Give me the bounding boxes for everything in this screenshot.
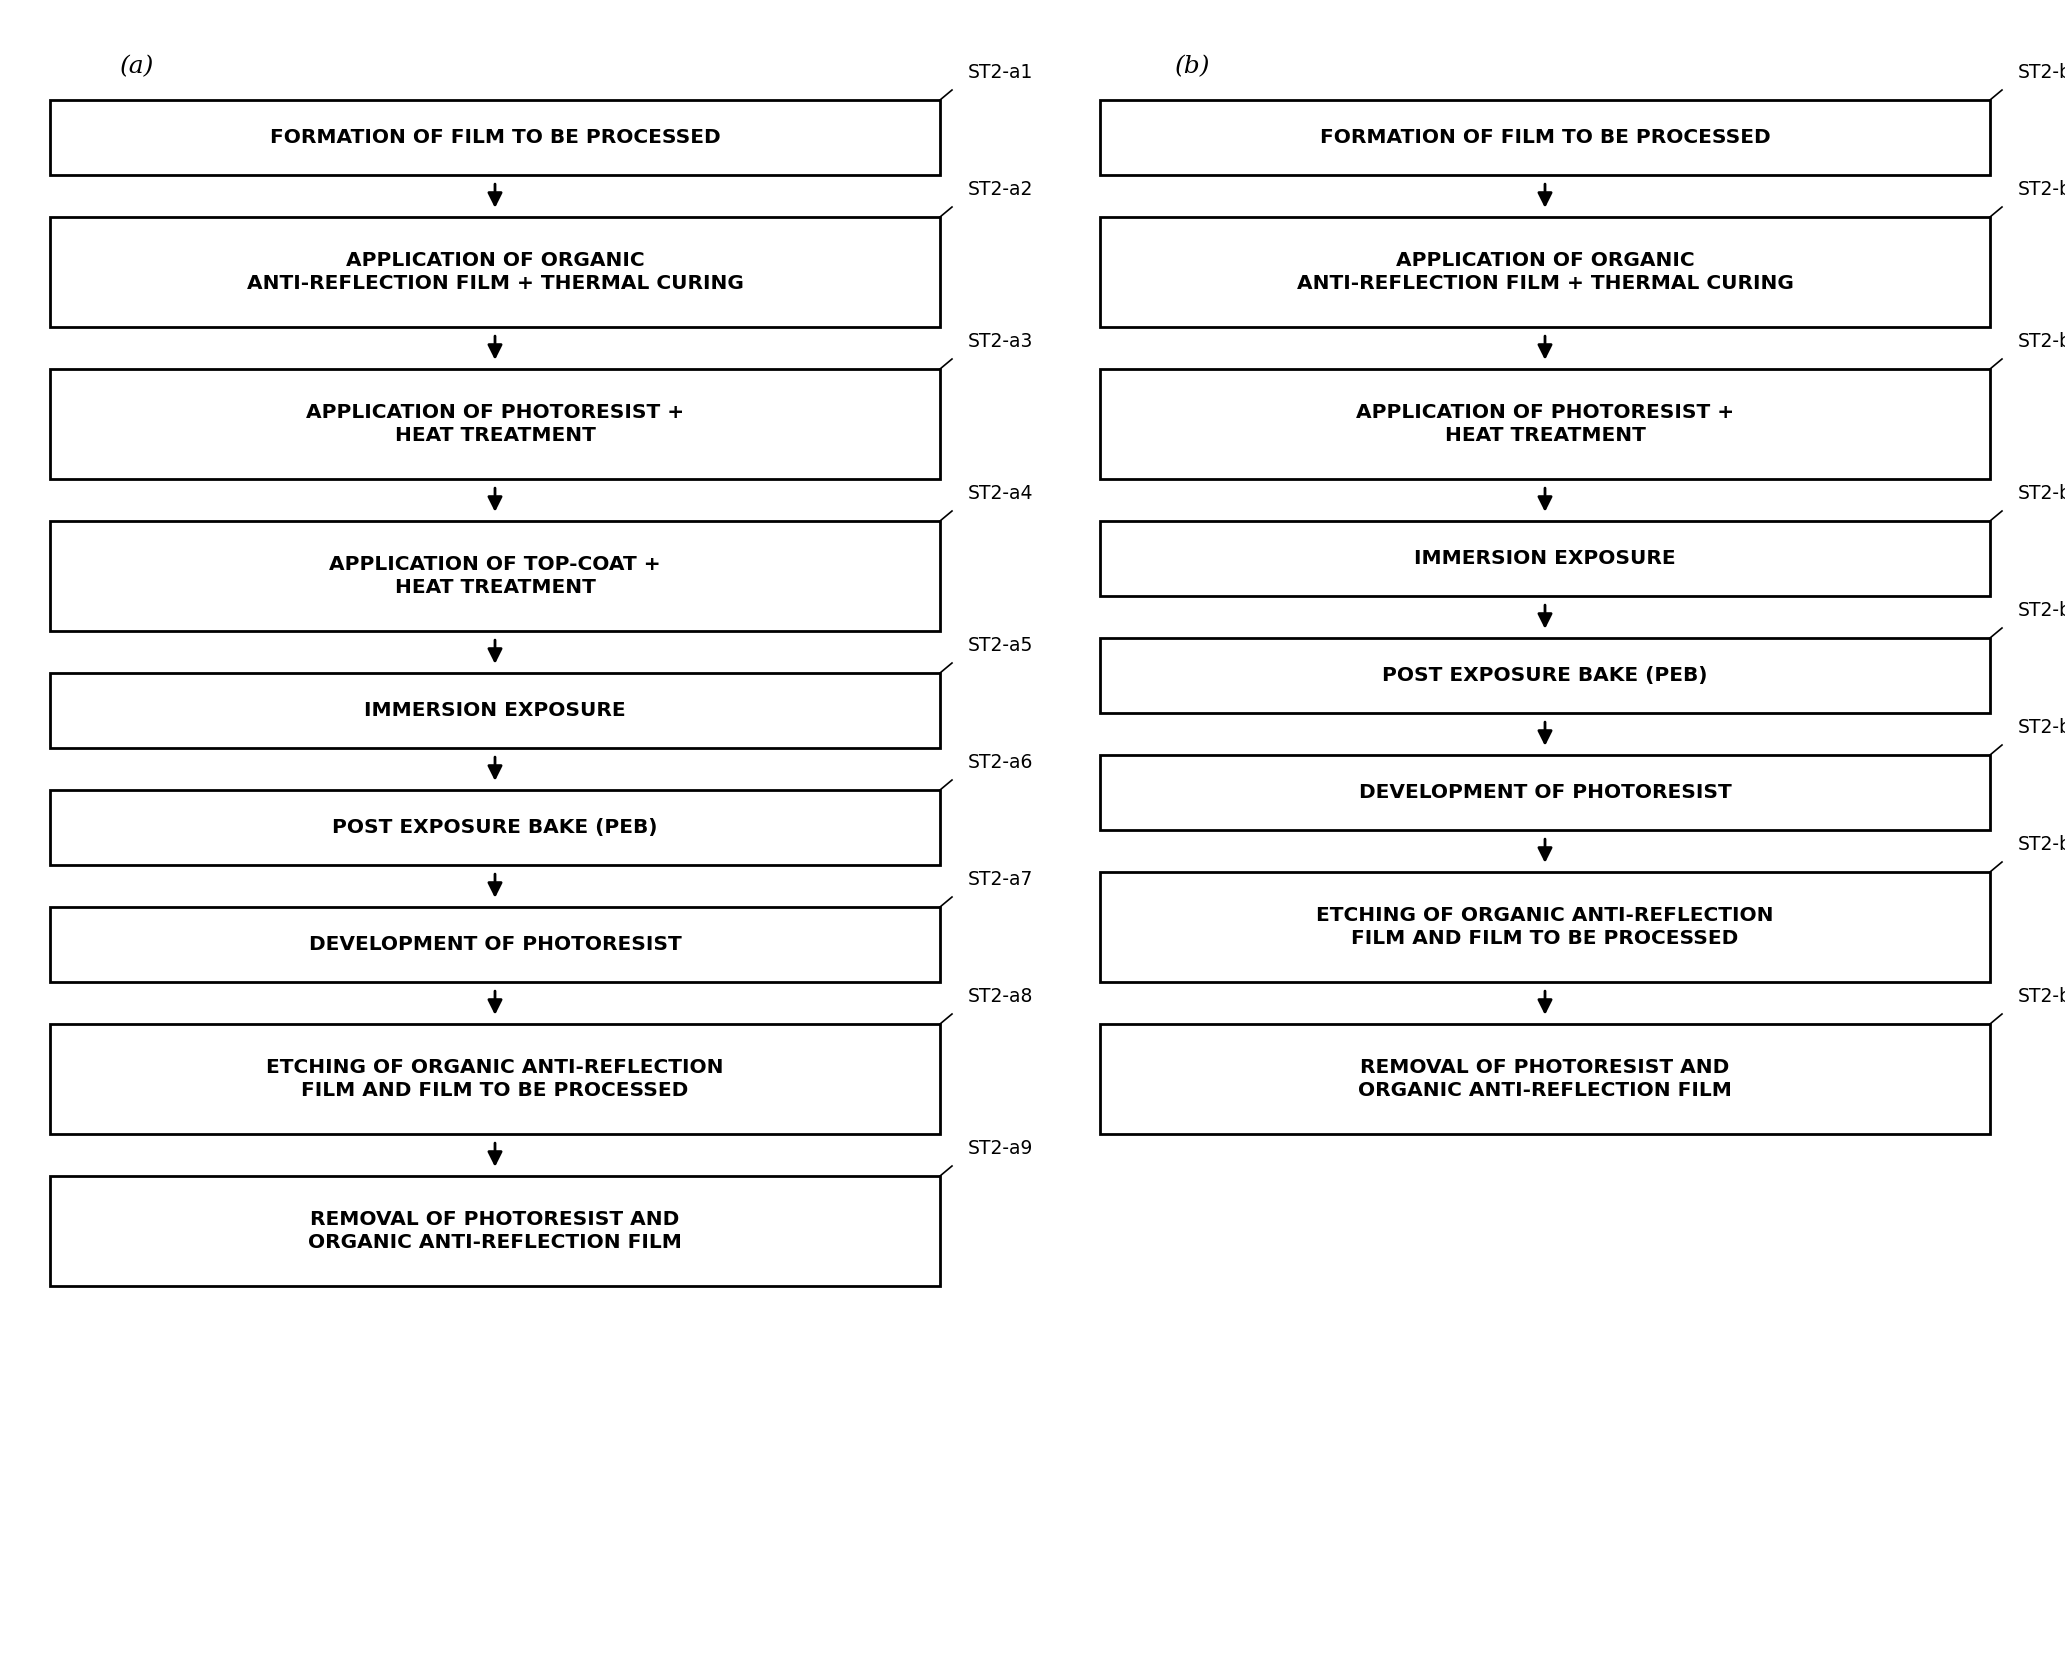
Bar: [50, 217, 940, 327]
Text: ST2-a7: ST2-a7: [968, 870, 1032, 890]
Text: IMMERSION EXPOSURE: IMMERSION EXPOSURE: [363, 701, 626, 720]
Bar: [50, 368, 940, 480]
Text: FORMATION OF FILM TO BE PROCESSED: FORMATION OF FILM TO BE PROCESSED: [271, 128, 721, 147]
Text: APPLICATION OF ORGANIC
ANTI-REFLECTION FILM + THERMAL CURING: APPLICATION OF ORGANIC ANTI-REFLECTION F…: [246, 252, 743, 293]
Bar: [1101, 755, 1991, 830]
Text: IMMERSION EXPOSURE: IMMERSION EXPOSURE: [1415, 550, 1677, 568]
Bar: [50, 673, 940, 748]
Text: DEVELOPMENT OF PHOTORESIST: DEVELOPMENT OF PHOTORESIST: [1359, 783, 1730, 801]
Text: ETCHING OF ORGANIC ANTI-REFLECTION
FILM AND FILM TO BE PROCESSED: ETCHING OF ORGANIC ANTI-REFLECTION FILM …: [1315, 906, 1774, 948]
Text: ST2-b5: ST2-b5: [2018, 601, 2065, 620]
Text: ST2-b8: ST2-b8: [2018, 986, 2065, 1006]
Bar: [1101, 1025, 1991, 1135]
Text: ST2-b4: ST2-b4: [2018, 485, 2065, 503]
Bar: [50, 521, 940, 631]
Text: ST2-b1: ST2-b1: [2018, 63, 2065, 82]
Text: ST2-b6: ST2-b6: [2018, 718, 2065, 736]
Bar: [1101, 368, 1991, 480]
Text: (a): (a): [120, 55, 155, 78]
Text: POST EXPOSURE BAKE (PEB): POST EXPOSURE BAKE (PEB): [332, 818, 659, 836]
Text: ST2-b2: ST2-b2: [2018, 180, 2065, 198]
Bar: [50, 1176, 940, 1286]
Bar: [50, 1025, 940, 1135]
Text: ST2-a9: ST2-a9: [968, 1140, 1032, 1158]
Text: ST2-a4: ST2-a4: [968, 485, 1032, 503]
Bar: [1101, 521, 1991, 596]
Bar: [1101, 100, 1991, 175]
Text: ST2-b3: ST2-b3: [2018, 332, 2065, 352]
Text: ST2-a5: ST2-a5: [968, 636, 1032, 655]
Bar: [1101, 871, 1991, 981]
Text: ST2-b7: ST2-b7: [2018, 835, 2065, 855]
Text: ST2-a6: ST2-a6: [968, 753, 1032, 771]
Text: ST2-a3: ST2-a3: [968, 332, 1032, 352]
Text: APPLICATION OF ORGANIC
ANTI-REFLECTION FILM + THERMAL CURING: APPLICATION OF ORGANIC ANTI-REFLECTION F…: [1297, 252, 1792, 293]
Bar: [50, 906, 940, 981]
Text: POST EXPOSURE BAKE (PEB): POST EXPOSURE BAKE (PEB): [1381, 666, 1708, 685]
Bar: [1101, 638, 1991, 713]
Text: ST2-a2: ST2-a2: [968, 180, 1032, 198]
Text: REMOVAL OF PHOTORESIST AND
ORGANIC ANTI-REFLECTION FILM: REMOVAL OF PHOTORESIST AND ORGANIC ANTI-…: [308, 1210, 681, 1251]
Text: FORMATION OF FILM TO BE PROCESSED: FORMATION OF FILM TO BE PROCESSED: [1320, 128, 1770, 147]
Text: ST2-a8: ST2-a8: [968, 986, 1032, 1006]
Text: ST2-a1: ST2-a1: [968, 63, 1032, 82]
Bar: [1101, 217, 1991, 327]
Text: ETCHING OF ORGANIC ANTI-REFLECTION
FILM AND FILM TO BE PROCESSED: ETCHING OF ORGANIC ANTI-REFLECTION FILM …: [266, 1058, 723, 1100]
Bar: [50, 790, 940, 865]
Text: APPLICATION OF TOP-COAT +
HEAT TREATMENT: APPLICATION OF TOP-COAT + HEAT TREATMENT: [328, 555, 661, 596]
Bar: [50, 100, 940, 175]
Text: REMOVAL OF PHOTORESIST AND
ORGANIC ANTI-REFLECTION FILM: REMOVAL OF PHOTORESIST AND ORGANIC ANTI-…: [1359, 1058, 1733, 1100]
Text: DEVELOPMENT OF PHOTORESIST: DEVELOPMENT OF PHOTORESIST: [308, 935, 681, 955]
Text: (b): (b): [1175, 55, 1210, 78]
Text: APPLICATION OF PHOTORESIST +
HEAT TREATMENT: APPLICATION OF PHOTORESIST + HEAT TREATM…: [1357, 403, 1735, 445]
Text: APPLICATION OF PHOTORESIST +
HEAT TREATMENT: APPLICATION OF PHOTORESIST + HEAT TREATM…: [306, 403, 684, 445]
